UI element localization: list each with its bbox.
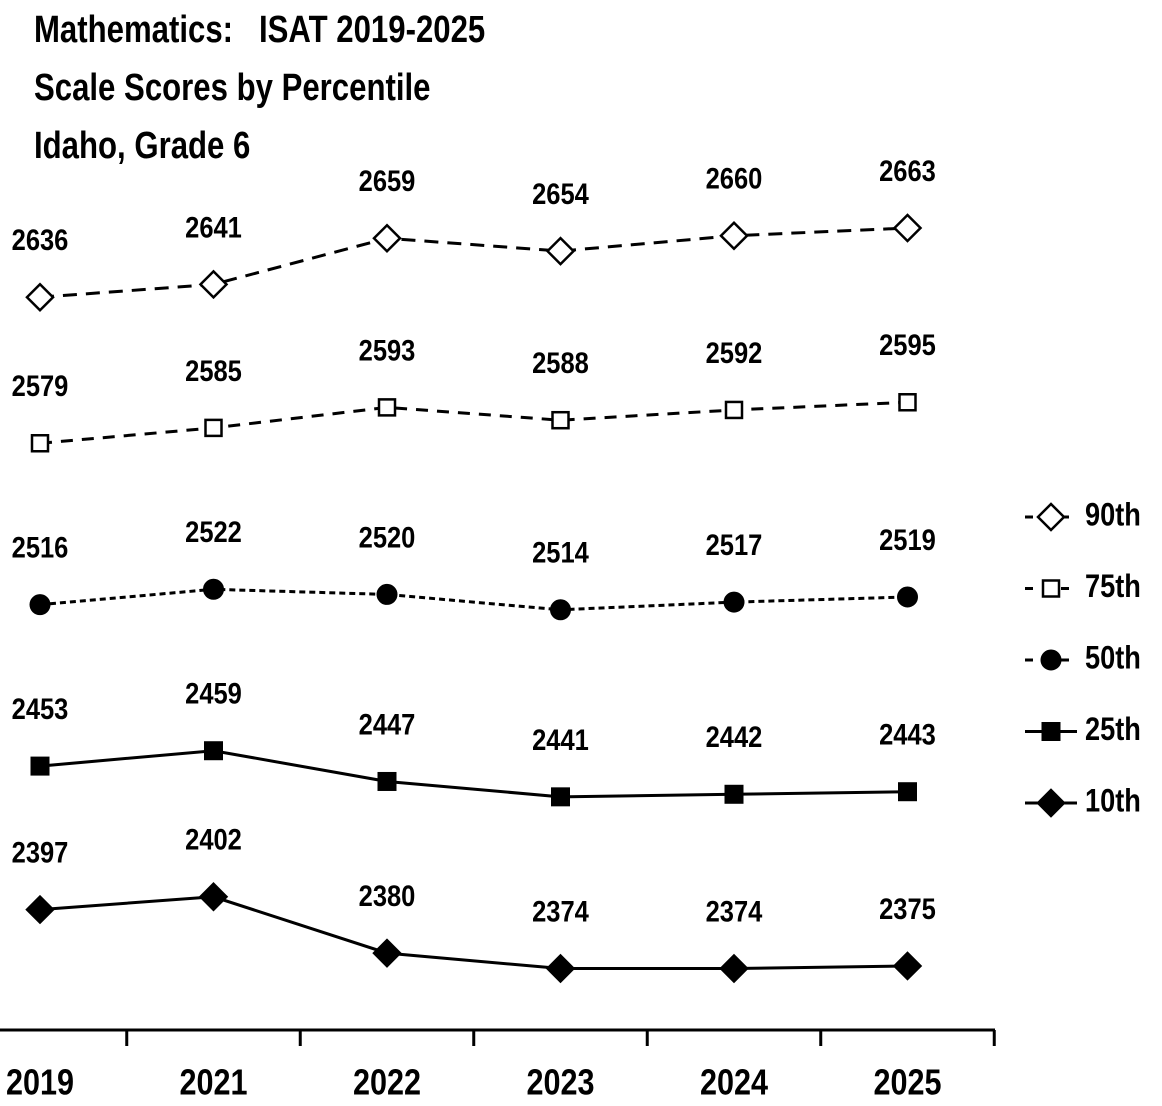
marker bbox=[892, 951, 923, 981]
data-label: 2663 bbox=[879, 154, 936, 187]
data-label: 2588 bbox=[532, 346, 589, 379]
data-label: 2636 bbox=[12, 223, 69, 256]
legend-marker bbox=[1041, 579, 1061, 598]
data-label: 2579 bbox=[12, 369, 69, 402]
series-line bbox=[39, 587, 908, 612]
marker bbox=[550, 599, 571, 621]
marker bbox=[203, 578, 224, 600]
data-label: 2517 bbox=[706, 528, 763, 561]
legend-item: 50th bbox=[1025, 640, 1141, 676]
x-tick-label: 2019 bbox=[6, 1063, 74, 1103]
data-label: 2641 bbox=[185, 210, 242, 243]
data-label: 2380 bbox=[359, 879, 416, 912]
marker bbox=[545, 236, 576, 266]
series-line bbox=[39, 895, 908, 971]
marker bbox=[376, 583, 398, 605]
marker bbox=[29, 594, 51, 616]
data-label: 2592 bbox=[706, 336, 763, 369]
x-tick-label: 2025 bbox=[873, 1063, 941, 1103]
data-label: 2442 bbox=[706, 720, 763, 753]
marker bbox=[372, 938, 402, 968]
x-tick-label: 2024 bbox=[700, 1063, 768, 1103]
x-tick-label: 2023 bbox=[526, 1063, 594, 1103]
data-label: 2585 bbox=[185, 354, 242, 387]
data-label: 2375 bbox=[879, 892, 936, 925]
marker bbox=[204, 418, 223, 438]
series-line bbox=[39, 749, 908, 799]
data-label: 2374 bbox=[532, 894, 589, 927]
marker bbox=[723, 591, 745, 613]
marker bbox=[892, 213, 923, 243]
marker bbox=[719, 220, 749, 251]
marker bbox=[551, 787, 570, 807]
data-label: 2374 bbox=[706, 894, 763, 927]
chart-subtitle: Scale Scores by Percentile bbox=[34, 67, 430, 109]
marker bbox=[25, 282, 55, 312]
data-label: 2402 bbox=[185, 823, 242, 856]
legend-marker bbox=[1036, 788, 1066, 818]
marker bbox=[898, 782, 917, 802]
chart-subtitle: Idaho, Grade 6 bbox=[34, 125, 250, 167]
chart-title: Mathematics: ISAT 2019-2025 bbox=[34, 9, 485, 51]
data-label: 2520 bbox=[359, 520, 416, 553]
marker bbox=[204, 741, 223, 761]
marker bbox=[30, 756, 50, 776]
legend-marker bbox=[1040, 649, 1062, 671]
legend-item: 25th bbox=[1025, 712, 1141, 748]
data-label: 2447 bbox=[359, 707, 416, 740]
x-tick-label: 2021 bbox=[179, 1063, 247, 1103]
data-label: 2522 bbox=[185, 515, 242, 548]
marker bbox=[198, 269, 229, 300]
legend-label: 10th bbox=[1085, 783, 1141, 819]
data-label: 2441 bbox=[532, 723, 589, 756]
marker bbox=[377, 771, 397, 791]
marker bbox=[719, 953, 749, 984]
series-line bbox=[39, 226, 908, 299]
series-line bbox=[39, 400, 908, 445]
legend-marker bbox=[1041, 722, 1061, 741]
marker bbox=[724, 784, 744, 804]
data-label: 2595 bbox=[879, 328, 936, 361]
marker bbox=[724, 400, 744, 420]
legend-item: 90th bbox=[1025, 497, 1141, 533]
data-label: 2514 bbox=[532, 536, 589, 569]
legend-item: 10th bbox=[1025, 783, 1141, 819]
marker bbox=[30, 434, 50, 453]
legend-marker bbox=[1036, 502, 1066, 532]
marker bbox=[377, 398, 397, 417]
legend-label: 25th bbox=[1085, 712, 1141, 748]
x-tick-label: 2022 bbox=[353, 1063, 421, 1103]
legend-item: 75th bbox=[1025, 569, 1141, 605]
data-label: 2593 bbox=[359, 333, 416, 366]
marker bbox=[198, 882, 229, 912]
marker bbox=[898, 393, 917, 412]
marker bbox=[372, 223, 402, 254]
marker bbox=[25, 894, 55, 925]
data-label: 2459 bbox=[185, 677, 242, 710]
legend-label: 75th bbox=[1085, 569, 1141, 605]
legend-label: 50th bbox=[1085, 640, 1141, 676]
data-label: 2660 bbox=[706, 162, 763, 195]
legend-label: 90th bbox=[1085, 497, 1141, 533]
marker bbox=[545, 953, 576, 984]
marker bbox=[551, 410, 570, 430]
data-label: 2516 bbox=[12, 531, 69, 564]
data-label: 2654 bbox=[532, 177, 589, 210]
data-label: 2397 bbox=[12, 836, 69, 869]
marker bbox=[897, 586, 918, 608]
data-label: 2453 bbox=[12, 692, 69, 725]
data-label: 2659 bbox=[359, 164, 416, 197]
data-label: 2519 bbox=[879, 523, 936, 556]
data-label: 2443 bbox=[879, 718, 936, 751]
